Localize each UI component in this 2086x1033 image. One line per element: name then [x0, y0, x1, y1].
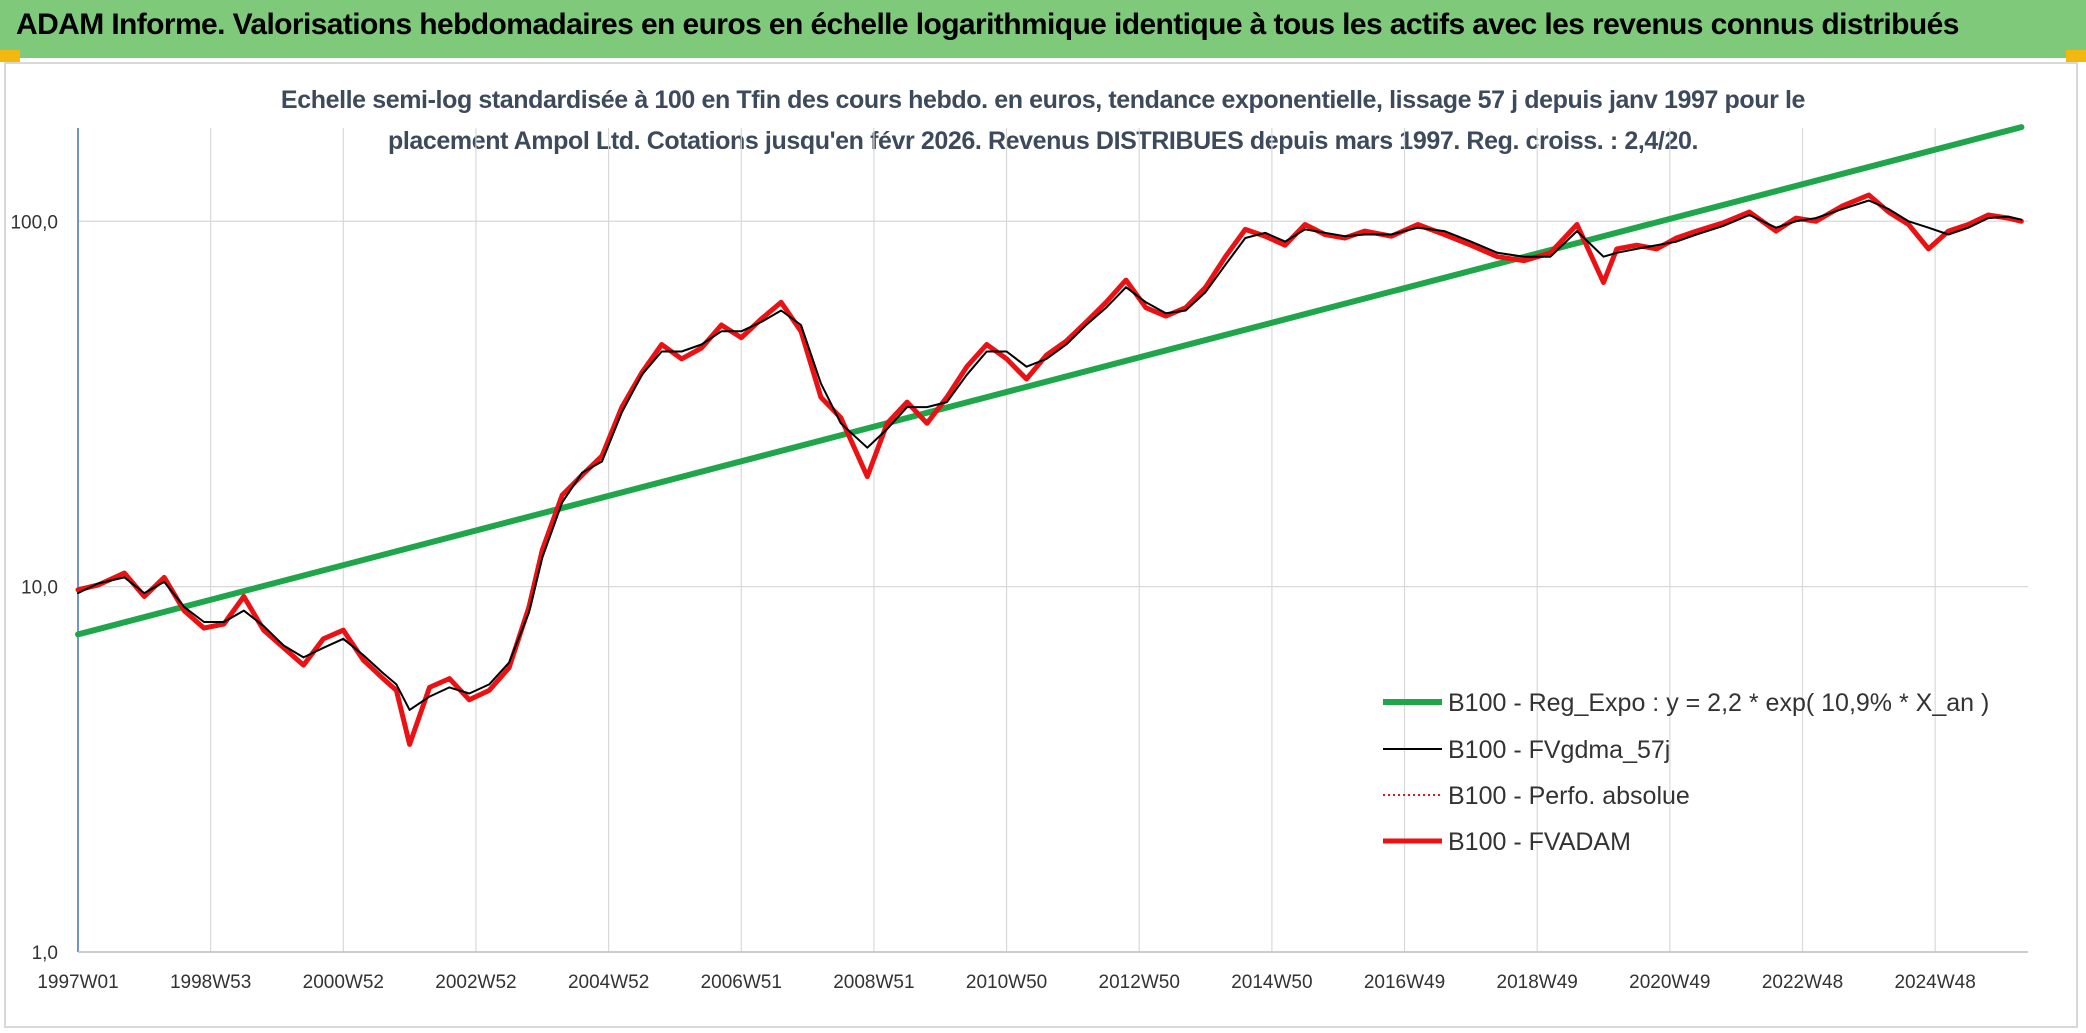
- x-tick-label: 2022W48: [1762, 972, 1843, 993]
- x-tick-label: 2008W51: [833, 972, 914, 993]
- x-tick-label: 2014W50: [1231, 972, 1312, 993]
- series-line-reg_expo: [75, 124, 2025, 638]
- x-tick-label: 2006W51: [701, 972, 782, 993]
- series-line-fvgdma: [77, 199, 2023, 711]
- y-tick-label: 100,0: [10, 212, 58, 233]
- x-tick-label: 2004W52: [568, 972, 649, 993]
- x-tick-label: 1997W01: [37, 972, 118, 993]
- legend-label-fvadam: B100 - FVADAM: [1448, 828, 1631, 856]
- y-tick-label: 10,0: [21, 578, 58, 599]
- x-tick-label: 2010W50: [966, 972, 1047, 993]
- chart-subtitle-line1: Echelle semi-log standardisée à 100 en T…: [280, 86, 1806, 114]
- corner-marker-top-right: [2066, 50, 2086, 62]
- x-tick-label: 1998W53: [170, 972, 251, 993]
- legend-label-reg_expo: B100 - Reg_Expo : y = 2,2 * exp( 10,9% *…: [1448, 689, 1989, 717]
- legend-label-fvgdma: B100 - FVgdma_57j: [1448, 736, 1670, 764]
- x-tick-label: 2016W49: [1364, 972, 1445, 993]
- x-tick-label: 2012W50: [1099, 972, 1180, 993]
- chart-subtitle-line2: placement Ampol Ltd. Cotations jusqu'en …: [387, 127, 1699, 155]
- x-tick-label: 2024W48: [1894, 972, 1975, 993]
- page-title: ADAM Informe. Valorisations hebdomadaire…: [16, 8, 1959, 41]
- chart-frame: [4, 62, 2078, 1028]
- x-tick-label: 2018W49: [1497, 972, 1578, 993]
- x-tick-label: 2002W52: [435, 972, 516, 993]
- x-tick-label: 2020W49: [1629, 972, 1710, 993]
- y-tick-label: 1,0: [32, 943, 58, 964]
- legend-label-perfo: B100 - Perfo. absolue: [1448, 782, 1690, 810]
- series-line-fvadam: [75, 192, 2024, 747]
- x-tick-label: 2000W52: [303, 972, 384, 993]
- corner-marker-top-left: [0, 50, 20, 62]
- header-bar: ADAM Informe. Valorisations hebdomadaire…: [0, 0, 2086, 58]
